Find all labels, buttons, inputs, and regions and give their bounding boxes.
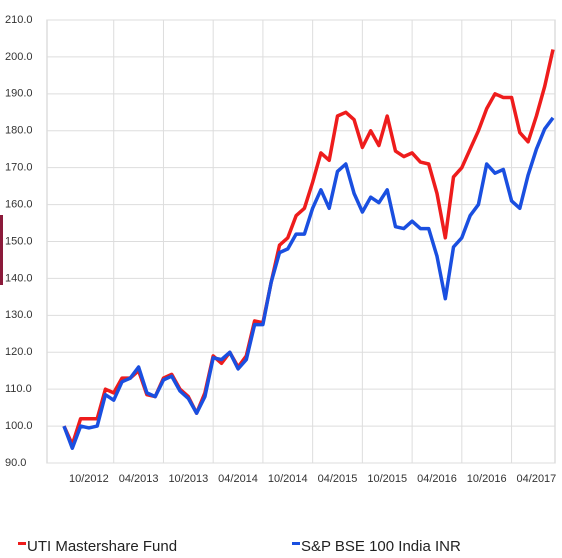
series-line bbox=[62, 116, 555, 450]
y-tick-label: 210.0 bbox=[5, 14, 33, 26]
legend-label: UTI Mastershare Fund bbox=[27, 538, 177, 555]
x-tick-label: 04/2014 bbox=[218, 473, 258, 485]
y-tick-label: 170.0 bbox=[5, 162, 33, 174]
series-line bbox=[62, 49, 555, 447]
y-tick-label: 110.0 bbox=[5, 383, 32, 395]
y-tick-label: 100.0 bbox=[5, 420, 33, 432]
x-tick-label: 04/2017 bbox=[517, 473, 557, 485]
y-tick-label: 180.0 bbox=[5, 125, 33, 137]
edge-artifact bbox=[0, 215, 3, 285]
y-tick-label: 160.0 bbox=[5, 198, 33, 210]
y-tick-label: 130.0 bbox=[5, 309, 33, 321]
y-tick-label: 190.0 bbox=[5, 88, 33, 100]
x-tick-label: 10/2015 bbox=[367, 473, 407, 485]
y-tick-label: 90.0 bbox=[5, 457, 26, 469]
y-tick-label: 150.0 bbox=[5, 235, 33, 247]
x-tick-label: 10/2013 bbox=[168, 473, 208, 485]
x-tick-label: 04/2013 bbox=[119, 473, 159, 485]
legend-swatch bbox=[18, 542, 26, 545]
x-tick-label: 04/2015 bbox=[318, 473, 358, 485]
y-tick-label: 200.0 bbox=[5, 51, 33, 63]
y-tick-label: 140.0 bbox=[5, 272, 33, 284]
x-tick-label: 10/2014 bbox=[268, 473, 308, 485]
y-tick-label: 120.0 bbox=[5, 346, 33, 358]
x-tick-label: 04/2016 bbox=[417, 473, 457, 485]
x-tick-label: 10/2016 bbox=[467, 473, 507, 485]
legend-swatch bbox=[292, 542, 300, 545]
x-tick-label: 10/2012 bbox=[69, 473, 109, 485]
legend-label: S&P BSE 100 India INR bbox=[301, 538, 461, 555]
